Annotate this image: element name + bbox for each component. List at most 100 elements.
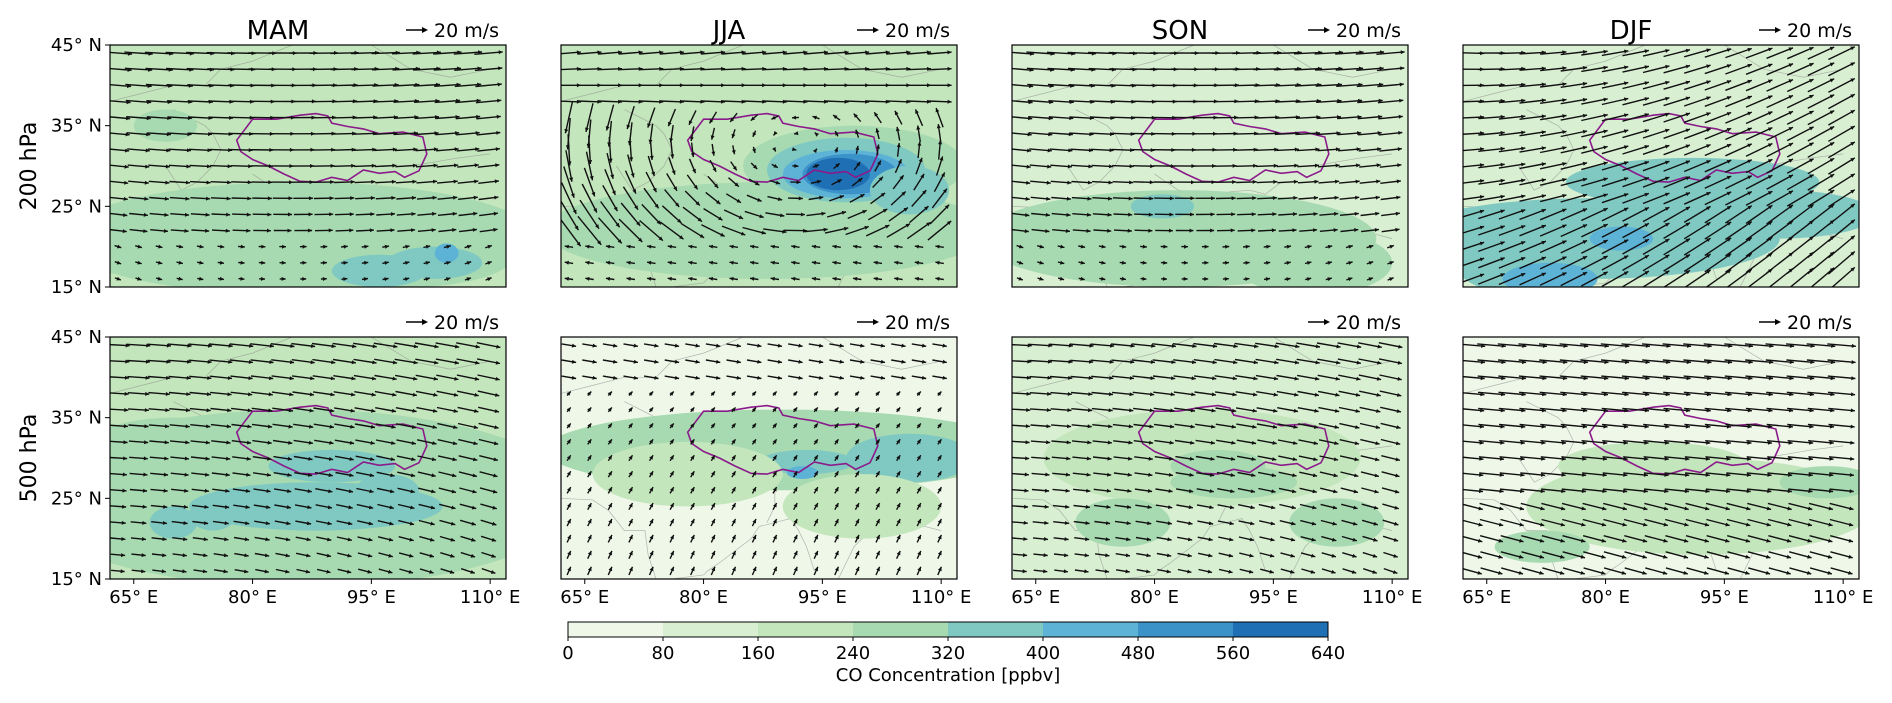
wind-arrow xyxy=(1602,456,1628,460)
wind-arrow-head xyxy=(916,423,921,428)
wind-arrow-head xyxy=(1372,553,1378,558)
wind-arrow-head xyxy=(1334,211,1339,216)
wind-arrow-head xyxy=(1210,228,1215,233)
wind-arrow-head xyxy=(473,195,478,200)
wind-scale-label: 20 m/s xyxy=(1787,20,1852,42)
wind-arrow-head xyxy=(1146,569,1151,574)
wind-arrow-head xyxy=(246,440,252,445)
wind-arrow-head xyxy=(164,196,169,201)
wind-arrow xyxy=(1642,160,1670,172)
wind-arrow xyxy=(1786,62,1814,76)
wind-arrow-head xyxy=(145,148,150,153)
wind-arrow xyxy=(581,183,598,213)
wind-arrow-head xyxy=(1025,196,1030,201)
wind-arrow-head xyxy=(1768,376,1773,381)
wind-arrow xyxy=(1601,254,1629,271)
wind-arrow-head xyxy=(430,505,435,510)
wind-arrow-head xyxy=(670,154,675,159)
wind-arrow-head xyxy=(144,408,149,412)
wind-arrow-head xyxy=(1354,211,1359,216)
wind-arrow-head xyxy=(1747,47,1752,52)
wind-arrow-head xyxy=(492,505,497,510)
wind-arrow-head xyxy=(473,441,478,446)
wind-arrow-head xyxy=(370,212,375,217)
wind-arrow-head xyxy=(1046,196,1051,201)
co-contour-region xyxy=(1494,530,1590,563)
wind-arrow xyxy=(1478,241,1505,253)
wind-arrow-head xyxy=(1580,554,1585,559)
wind-arrow xyxy=(208,116,234,119)
wind-arrow xyxy=(1828,407,1855,412)
wind-arrow-head xyxy=(1085,537,1090,542)
wind-arrow-head xyxy=(937,566,942,572)
wind-arrow xyxy=(1704,205,1732,224)
wind-arrow xyxy=(145,67,173,71)
wind-arrow-head xyxy=(1666,360,1671,365)
lat-tick-label: 35° N xyxy=(51,408,102,429)
colorbar-segment xyxy=(1043,622,1138,637)
wind-arrow-head xyxy=(246,472,251,477)
wind-arrow-head xyxy=(1171,360,1176,364)
wind-arrow-head xyxy=(1294,360,1300,365)
wind-arrow xyxy=(1477,375,1506,380)
wind-arrow-head xyxy=(1582,113,1588,118)
wind-arrow-head xyxy=(1829,424,1835,429)
wind-arrow-head xyxy=(669,439,674,444)
wind-arrow-head xyxy=(393,131,398,136)
wind-arrow-head xyxy=(1665,128,1670,133)
wind-arrow xyxy=(1829,502,1854,511)
wind-arrow-head xyxy=(476,98,481,103)
wind-arrow-head xyxy=(1479,273,1485,278)
wind-arrow-head xyxy=(751,391,756,396)
wind-arrow-head xyxy=(858,178,863,183)
wind-arrow-head xyxy=(327,537,332,542)
wind-arrow-head xyxy=(798,375,803,380)
wind-arrow xyxy=(561,51,581,55)
wind-arrow-head xyxy=(1333,457,1339,462)
wind-arrow-head xyxy=(1188,521,1193,526)
wind-arrow-head xyxy=(649,566,654,572)
wind-arrow-head xyxy=(302,244,307,249)
wind-arrow xyxy=(1581,82,1608,89)
wind-arrow-head xyxy=(1189,456,1194,461)
wind-arrow xyxy=(1725,63,1753,75)
co-contour-region xyxy=(434,243,459,263)
wind-arrow xyxy=(1622,440,1649,444)
wind-arrow-head xyxy=(814,519,818,524)
wind-arrow xyxy=(1540,423,1567,428)
wind-arrow-head xyxy=(566,423,571,428)
wind-arrow xyxy=(1745,204,1773,225)
wind-arrow xyxy=(1601,407,1629,412)
wind-arrow-head xyxy=(369,228,374,233)
wind-arrow-head xyxy=(1245,277,1250,281)
wind-arrow xyxy=(1478,163,1505,169)
wind-arrow-head xyxy=(1212,376,1217,381)
wind-arrow xyxy=(1602,488,1628,493)
wind-arrow xyxy=(1539,359,1568,364)
wind-arrow-head xyxy=(1603,161,1608,166)
wind-arrow xyxy=(641,203,662,225)
wind-arrow-head xyxy=(1788,79,1793,83)
wind-arrow-head xyxy=(917,141,922,146)
panel-frame xyxy=(560,336,958,580)
wind-arrow-head xyxy=(917,566,921,572)
wind-arrow-head xyxy=(1270,521,1275,526)
wind-arrow-head xyxy=(896,471,901,476)
wind-arrow-head xyxy=(1335,376,1340,381)
wind-arrow-head xyxy=(446,244,451,249)
wind-arrow-head xyxy=(1747,159,1752,164)
wind-arrow-head xyxy=(1706,96,1711,101)
wind-arrow-head xyxy=(811,276,817,281)
wind-arrow-head xyxy=(1273,392,1278,397)
wind-arrow-head xyxy=(1829,158,1835,162)
wind-arrow-head xyxy=(1829,126,1835,131)
wind-arrow xyxy=(1601,423,1629,428)
wind-arrow xyxy=(639,219,664,242)
wind-arrow-head xyxy=(699,234,705,238)
wind-arrow-head xyxy=(564,244,569,249)
wind-arrow-head xyxy=(731,471,736,476)
wind-arrow-head xyxy=(1767,489,1772,494)
wind-arrow xyxy=(1684,440,1711,444)
wind-arrow xyxy=(1622,129,1650,139)
wind-arrow-head xyxy=(120,569,125,574)
